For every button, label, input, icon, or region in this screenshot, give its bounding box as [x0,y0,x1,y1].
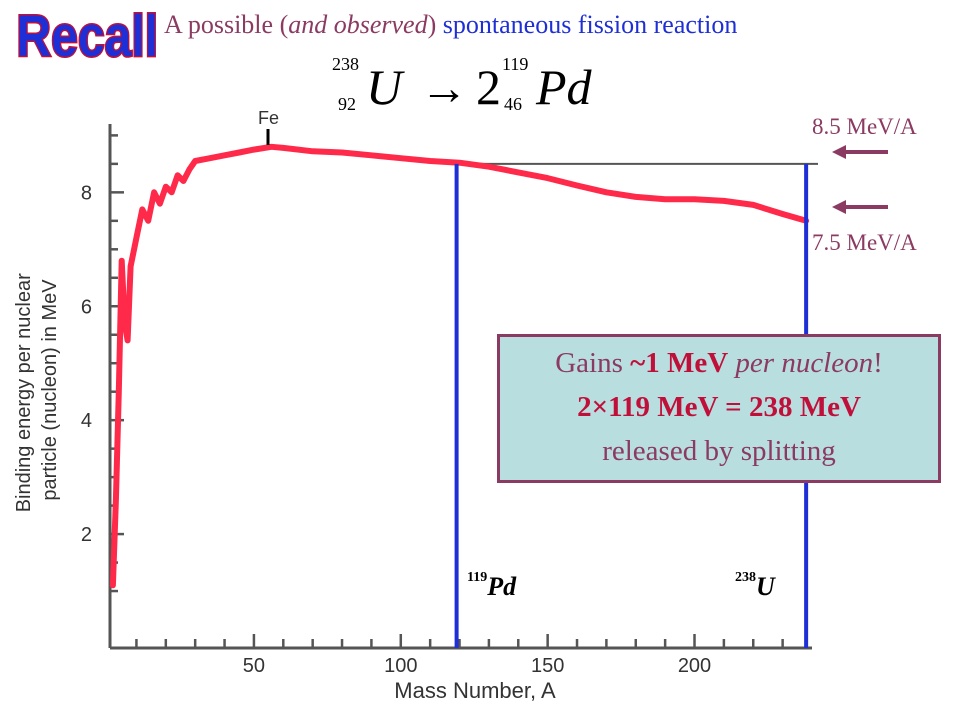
callout-line-1: Gains ~1 MeV per nucleon! [555,347,883,379]
fission-equation: 238 92 U → 2 119 46 Pd [332,54,593,115]
svg-text:92: 92 [338,94,356,114]
x-tick-label: 100 [384,655,417,677]
lower-level-label: 7.5 MeV/A [812,230,917,255]
x-tick-label: 50 [243,655,265,677]
series-line [109,143,810,589]
svg-text:Pd: Pd [535,59,593,115]
svg-text:238: 238 [332,54,359,74]
svg-text:119: 119 [502,54,528,74]
arrowhead-lower [832,200,846,214]
level-arrows [832,145,888,214]
y-tick-label: 4 [81,410,92,432]
energy-gain-callout: Gains ~1 MeV per nucleon! 2×119 MeV = 23… [497,334,941,483]
svg-text:46: 46 [504,94,522,114]
x-tick-label: 150 [531,655,564,677]
subtitle: A possible (and observed) spontaneous fi… [164,10,738,39]
callout-line-3: released by splitting [602,435,836,467]
callout-line-2: 2×119 MeV = 238 MeV [577,391,861,423]
recall-title: Recall [15,3,158,66]
upper-level-label: 8.5 MeV/A [812,114,917,139]
arrowhead-upper [832,145,846,159]
svg-text:→: → [420,62,468,115]
y-tick-label: 8 [81,182,92,204]
x-axis-label: Mass Number, A [394,678,556,703]
svg-text:2: 2 [476,59,501,115]
u-marker-label: 238U [735,570,775,601]
y-axis-label: Binding energy per nuclear particle (nuc… [13,268,61,513]
svg-text:Recall: Recall [16,5,158,66]
y-tick-label: 6 [81,296,92,318]
pd-marker-label: 119Pd [467,570,517,601]
binding-energy-curve [109,143,810,589]
svg-text:U: U [366,59,405,115]
x-tick-label: 200 [678,655,711,677]
y-tick-label: 2 [81,524,92,546]
fe-label: Fe [258,108,279,128]
